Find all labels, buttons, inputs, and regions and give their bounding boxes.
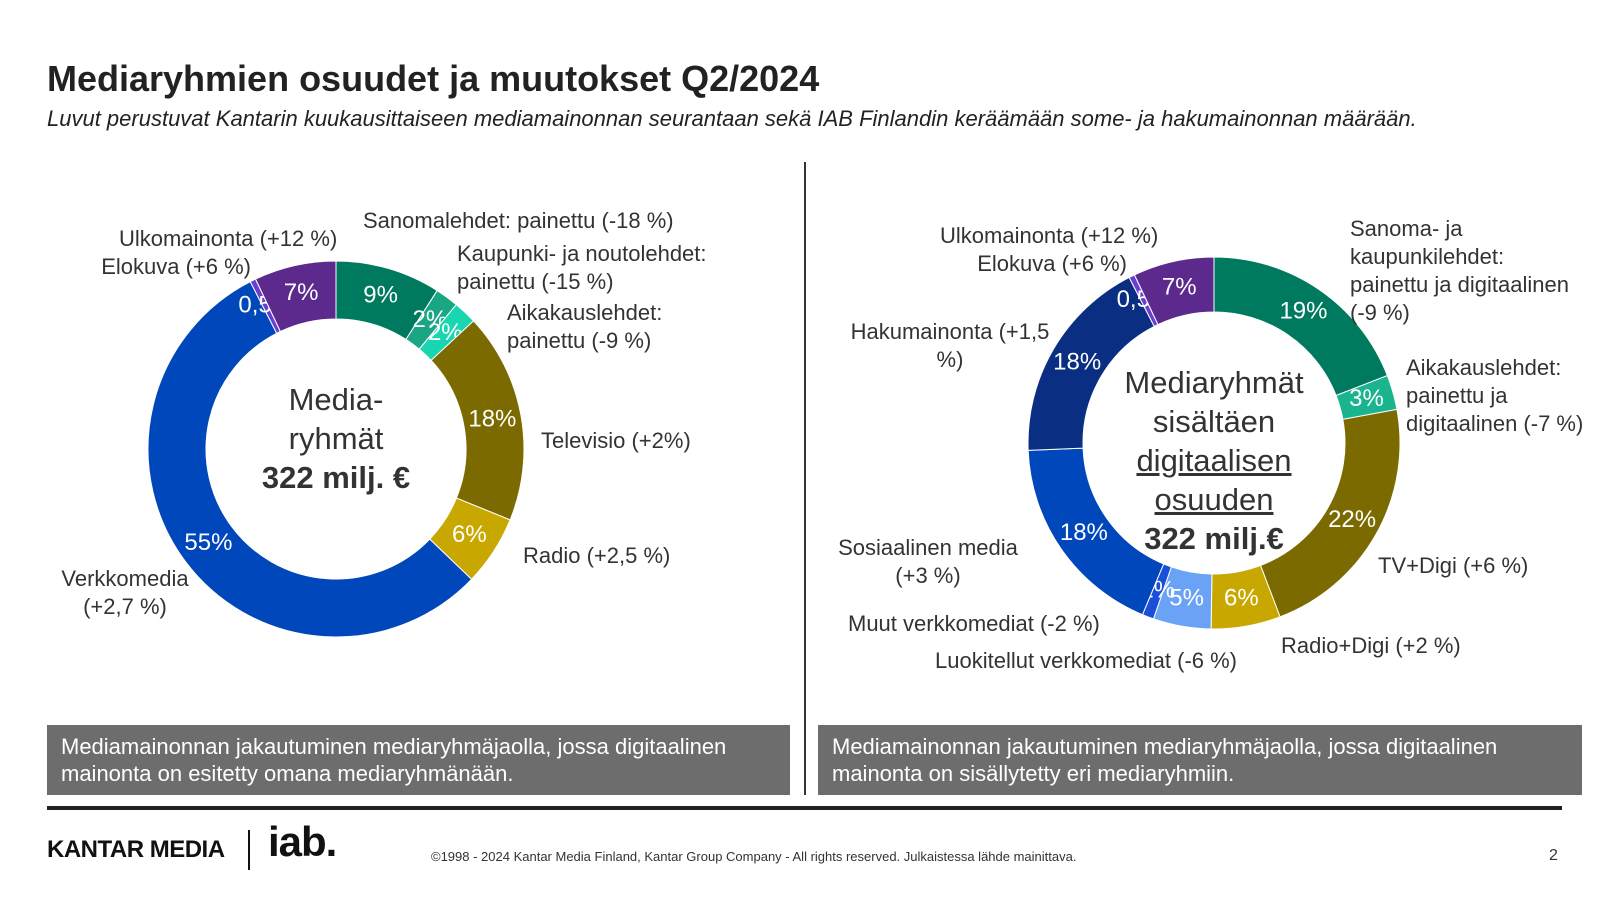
category-label: Sanomalehdet: painettu (-18 %) bbox=[363, 208, 674, 233]
copyright: ©1998 - 2024 Kantar Media Finland, Kanta… bbox=[431, 849, 1077, 864]
data-label: 18% bbox=[468, 406, 516, 433]
category-label: Luokitellut verkkomediat (-6 %) bbox=[935, 648, 1238, 673]
data-label: 6% bbox=[1224, 584, 1259, 611]
donut-segment bbox=[254, 260, 337, 333]
center-label: Media-ryhmät 322 milj. € bbox=[216, 380, 456, 497]
data-label: 18% bbox=[1053, 348, 1101, 375]
kantar-logo: KANTAR MEDIA bbox=[47, 836, 225, 863]
category-label: Radio+Digi (+2 %) bbox=[1281, 633, 1461, 658]
data-label: 5% bbox=[1169, 584, 1204, 611]
caption: Mediamainonnan jakautuminen mediaryhmäja… bbox=[818, 725, 1582, 795]
footer-rule bbox=[47, 806, 1562, 810]
category-label: Ulkomainonta (+12 %) bbox=[940, 223, 1159, 248]
category-label: Elokuva (+6 %) bbox=[977, 251, 1127, 276]
center-line: sisältäen bbox=[1152, 404, 1276, 439]
category-label: Aikakauslehdet: painettu ja digitaalinen… bbox=[1406, 355, 1584, 436]
data-label: 9% bbox=[363, 282, 398, 309]
caption: Mediamainonnan jakautuminen mediaryhmäja… bbox=[47, 725, 790, 795]
center-label: Mediaryhmät sisältäen digitaalisen osuuden 3… bbox=[1084, 363, 1344, 558]
iab-logo: iab. bbox=[268, 818, 337, 865]
category-label: Hakumainonta (+1,5 %) bbox=[850, 319, 1050, 372]
center-line: Media- bbox=[288, 382, 384, 417]
center-line: Mediaryhmät bbox=[1124, 365, 1304, 400]
category-label: Aikakauslehdet: painettu (-9 %) bbox=[507, 300, 663, 353]
category-label: Ulkomainonta (+12 %) bbox=[119, 226, 338, 251]
category-label: Radio (+2,5 %) bbox=[523, 543, 671, 568]
category-label: Elokuva (+6 %) bbox=[101, 254, 251, 279]
page-number: 2 bbox=[1549, 847, 1558, 864]
data-label: 22% bbox=[1328, 506, 1376, 533]
slide-subtitle: Luvut perustuvat Kantarin kuukausittaise… bbox=[47, 106, 1417, 131]
center-value: 322 milj. € bbox=[261, 460, 411, 495]
data-label: 7% bbox=[284, 279, 319, 306]
data-label: 19% bbox=[1279, 298, 1327, 325]
center-line: osuuden bbox=[1154, 482, 1274, 517]
data-label: 55% bbox=[184, 529, 232, 556]
category-label: Sosiaalinen media (+3 %) bbox=[838, 535, 1018, 588]
donut-segment bbox=[147, 281, 473, 638]
center-value: 322 milj.€ bbox=[1144, 521, 1284, 556]
separator bbox=[804, 162, 806, 795]
category-label: TV+Digi (+6 %) bbox=[1378, 553, 1529, 578]
slide-title: Mediaryhmien osuudet ja muutokset Q2/202… bbox=[47, 58, 820, 99]
center-line: digitaalisen bbox=[1136, 443, 1292, 478]
center-line: ryhmät bbox=[288, 421, 384, 456]
category-label: Sanoma- ja kaupunkilehdet: painettu ja d… bbox=[1350, 216, 1569, 325]
data-label: 7% bbox=[1162, 274, 1197, 301]
category-label: Muut verkkomediat (-2 %) bbox=[848, 611, 1100, 636]
logo-divider bbox=[248, 830, 250, 870]
data-label: 18% bbox=[1060, 519, 1108, 546]
category-label: Televisio (+2%) bbox=[541, 428, 691, 453]
category-label: Verkkomedia (+2,7 %) bbox=[61, 566, 189, 619]
data-label: 6% bbox=[452, 521, 487, 548]
category-label: Kaupunki- ja noutolehdet: painettu (-15 … bbox=[457, 241, 707, 294]
donut-segment bbox=[1133, 256, 1215, 326]
data-label: 3% bbox=[1349, 385, 1384, 412]
